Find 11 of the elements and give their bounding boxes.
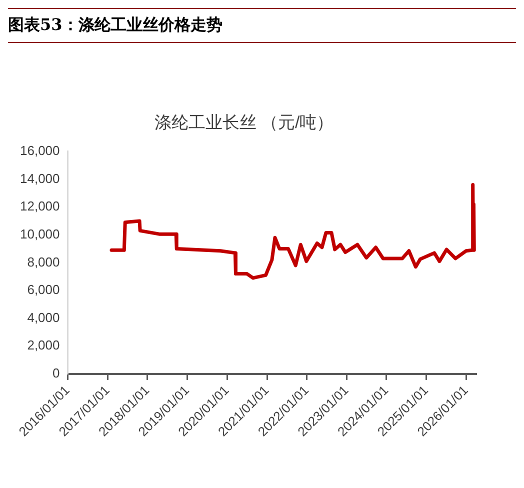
y-tick-label: 4,000 xyxy=(27,310,60,325)
y-tick-label: 14,000 xyxy=(20,170,60,186)
y-tick-label: 6,000 xyxy=(27,282,60,298)
y-tick-label: 12,000 xyxy=(20,198,60,214)
chart-subtitle: 涤纶工业长丝 （元/吨） xyxy=(154,112,334,132)
y-tick-label: 2,000 xyxy=(27,338,60,353)
y-tick-label: 8,000 xyxy=(27,254,60,270)
y-tick-label: 16,000 xyxy=(20,142,60,158)
y-tick-label: 0 xyxy=(52,366,60,381)
y-tick-label: 10,000 xyxy=(20,226,60,242)
chart-title: 图表53：涤纶工业丝价格走势 xyxy=(8,8,516,43)
